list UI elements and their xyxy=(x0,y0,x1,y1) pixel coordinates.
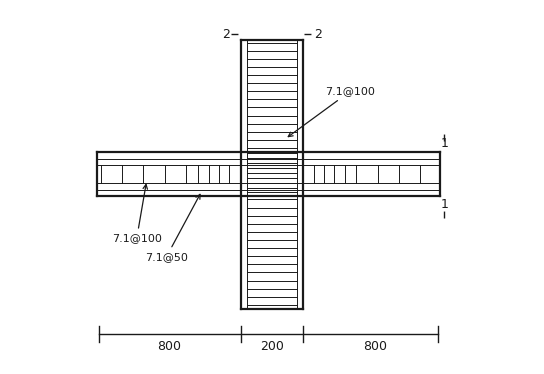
Text: 2: 2 xyxy=(314,28,322,41)
Text: 200: 200 xyxy=(260,340,284,353)
Text: 1: 1 xyxy=(441,137,448,150)
Text: 2: 2 xyxy=(222,28,230,41)
Text: 1: 1 xyxy=(441,198,448,211)
Text: 800: 800 xyxy=(157,340,181,353)
Text: 7.1@100: 7.1@100 xyxy=(112,184,162,243)
Text: 800: 800 xyxy=(363,340,387,353)
Text: 7.1@100: 7.1@100 xyxy=(288,86,375,137)
Text: 7.1@50: 7.1@50 xyxy=(145,194,200,262)
